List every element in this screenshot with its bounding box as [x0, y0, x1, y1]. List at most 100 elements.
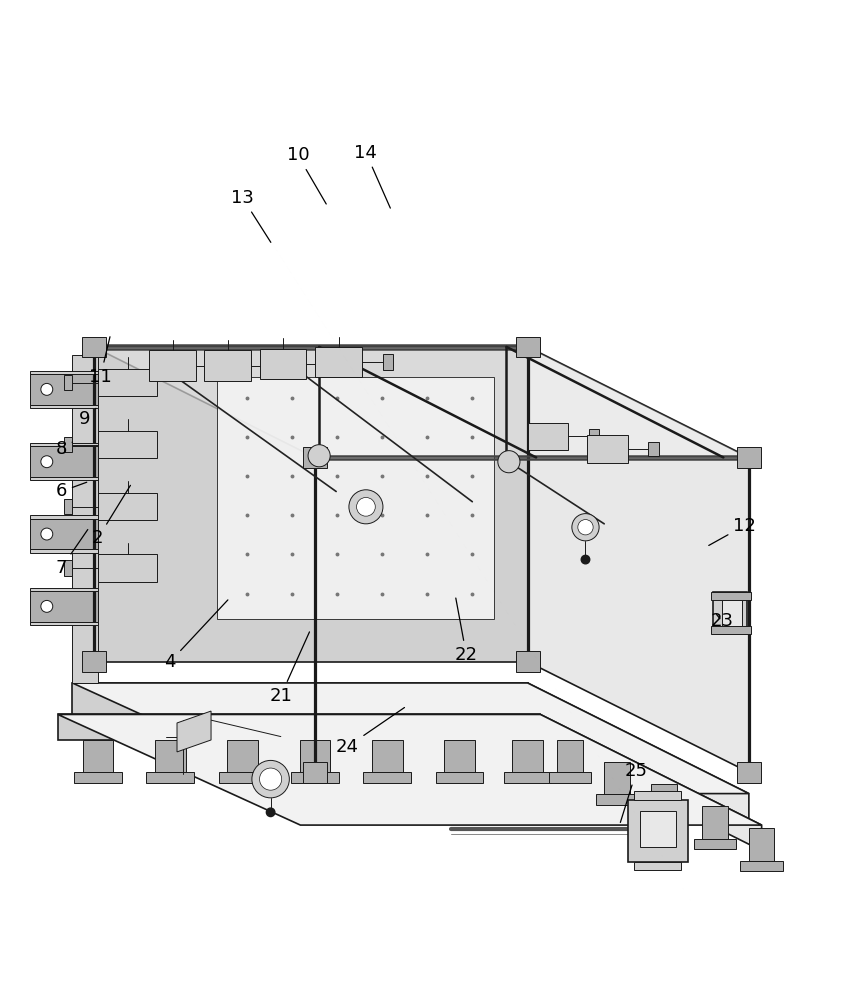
Polygon shape: [74, 772, 122, 783]
Polygon shape: [702, 806, 728, 839]
Polygon shape: [30, 446, 98, 477]
Polygon shape: [30, 405, 98, 408]
Text: 13: 13: [231, 189, 271, 242]
Polygon shape: [291, 772, 339, 783]
Text: 6: 6: [55, 482, 87, 500]
Polygon shape: [549, 772, 591, 783]
Polygon shape: [634, 791, 681, 800]
Polygon shape: [64, 499, 72, 514]
Polygon shape: [83, 740, 113, 772]
Polygon shape: [516, 337, 540, 357]
Polygon shape: [260, 349, 306, 379]
Polygon shape: [694, 839, 736, 849]
Polygon shape: [528, 683, 749, 828]
Polygon shape: [30, 374, 98, 405]
Polygon shape: [64, 437, 72, 452]
Polygon shape: [516, 651, 540, 672]
Polygon shape: [303, 762, 327, 783]
Polygon shape: [219, 772, 266, 783]
Polygon shape: [651, 784, 677, 817]
Polygon shape: [528, 347, 749, 772]
Polygon shape: [722, 600, 742, 626]
Polygon shape: [94, 347, 749, 457]
Polygon shape: [640, 811, 676, 847]
Polygon shape: [363, 772, 411, 783]
Text: 25: 25: [620, 762, 648, 822]
Circle shape: [357, 497, 375, 516]
Polygon shape: [227, 740, 258, 772]
Polygon shape: [504, 772, 551, 783]
Text: 10: 10: [287, 146, 326, 204]
Circle shape: [260, 768, 282, 790]
Polygon shape: [272, 358, 283, 373]
Polygon shape: [177, 711, 211, 752]
Circle shape: [41, 528, 53, 540]
Text: 9: 9: [79, 408, 96, 428]
Polygon shape: [711, 626, 751, 634]
Text: 22: 22: [454, 598, 478, 664]
Polygon shape: [740, 861, 783, 871]
Polygon shape: [749, 828, 774, 861]
Polygon shape: [604, 762, 630, 794]
Text: 11: 11: [89, 337, 111, 386]
Polygon shape: [713, 592, 747, 634]
Polygon shape: [444, 740, 475, 772]
Polygon shape: [711, 592, 751, 600]
Polygon shape: [436, 772, 483, 783]
Circle shape: [41, 383, 53, 395]
Circle shape: [41, 456, 53, 468]
Polygon shape: [587, 435, 628, 463]
Polygon shape: [72, 355, 98, 683]
Polygon shape: [30, 519, 98, 549]
Polygon shape: [82, 651, 106, 672]
Polygon shape: [303, 447, 327, 468]
Polygon shape: [98, 493, 157, 520]
Polygon shape: [30, 549, 98, 553]
Polygon shape: [72, 683, 749, 794]
Circle shape: [349, 490, 383, 524]
Polygon shape: [628, 800, 688, 862]
Circle shape: [252, 760, 289, 798]
Text: 2: 2: [92, 485, 130, 547]
Circle shape: [581, 555, 590, 564]
Polygon shape: [30, 443, 98, 446]
Text: 23: 23: [710, 612, 734, 630]
Polygon shape: [98, 431, 157, 458]
Polygon shape: [328, 356, 338, 371]
Polygon shape: [149, 350, 196, 381]
Text: 8: 8: [55, 440, 72, 458]
Polygon shape: [30, 477, 98, 480]
Polygon shape: [155, 740, 186, 772]
Polygon shape: [98, 554, 157, 582]
Circle shape: [308, 445, 330, 467]
Polygon shape: [146, 772, 194, 783]
Polygon shape: [372, 740, 403, 772]
Text: 24: 24: [335, 708, 404, 756]
Polygon shape: [634, 862, 681, 870]
Text: 21: 21: [270, 632, 310, 705]
Polygon shape: [58, 714, 540, 740]
Polygon shape: [94, 347, 528, 662]
Polygon shape: [204, 350, 251, 381]
Polygon shape: [217, 377, 494, 619]
Polygon shape: [98, 369, 157, 396]
Polygon shape: [643, 817, 685, 827]
Polygon shape: [30, 622, 98, 625]
Polygon shape: [648, 442, 659, 456]
Text: 14: 14: [355, 144, 391, 208]
Circle shape: [578, 520, 593, 535]
Polygon shape: [72, 683, 528, 717]
Polygon shape: [540, 714, 762, 851]
Text: 12: 12: [709, 517, 756, 545]
Polygon shape: [737, 762, 761, 783]
Polygon shape: [528, 423, 568, 450]
Polygon shape: [315, 347, 362, 377]
Polygon shape: [30, 588, 98, 591]
Polygon shape: [30, 515, 98, 519]
Polygon shape: [557, 740, 583, 772]
Circle shape: [41, 600, 53, 612]
Polygon shape: [300, 740, 330, 772]
Polygon shape: [596, 794, 638, 805]
Text: 7: 7: [55, 530, 88, 577]
Circle shape: [572, 514, 599, 541]
